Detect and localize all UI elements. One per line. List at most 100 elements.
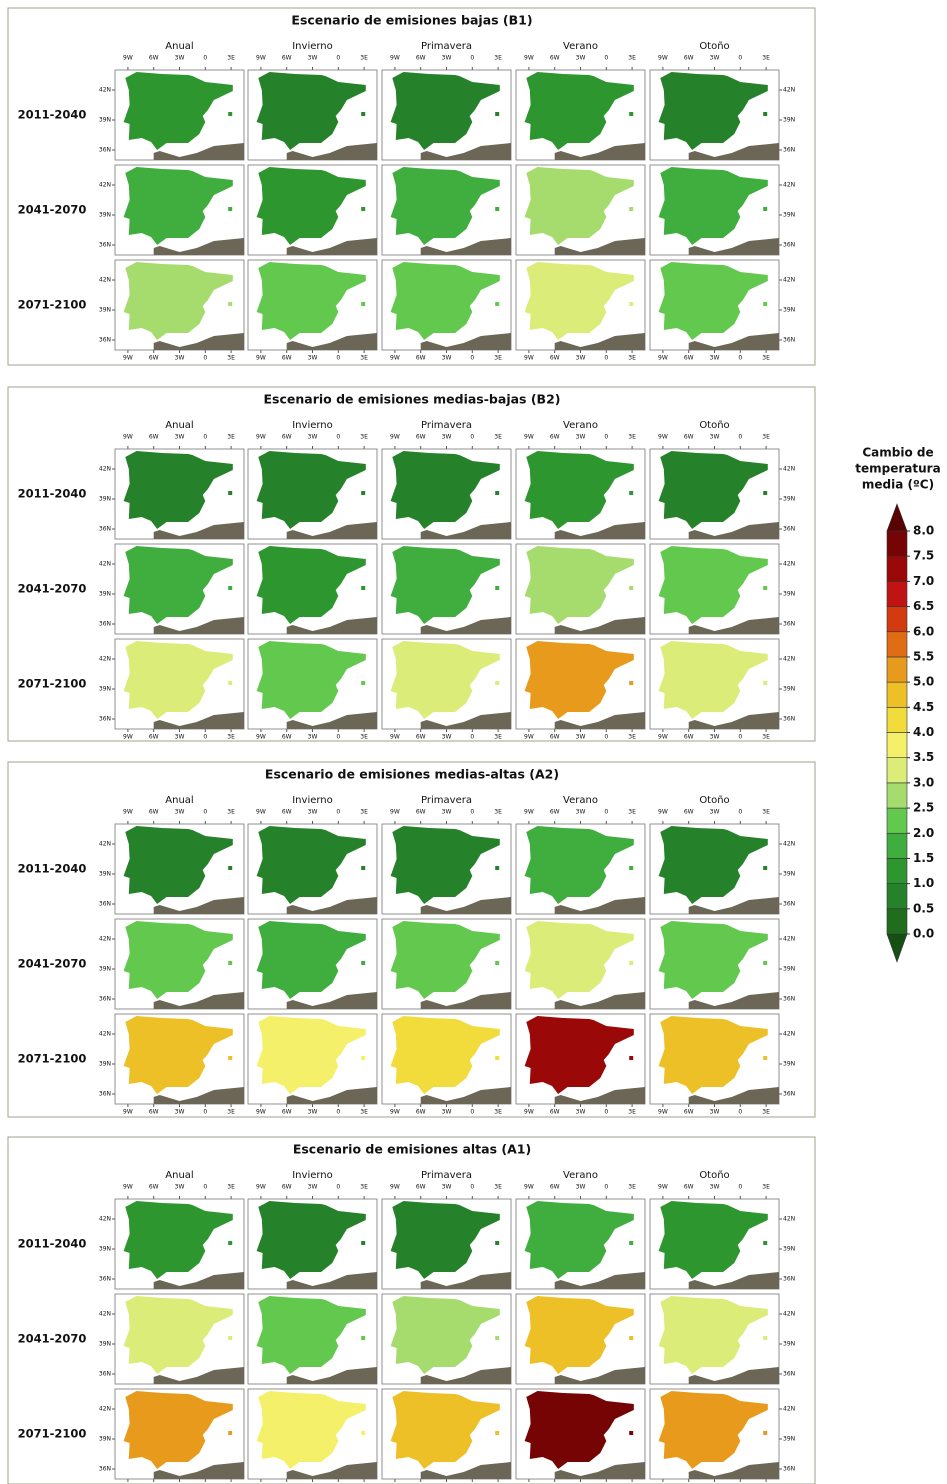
lon-tick-label: 0 bbox=[203, 434, 207, 441]
lat-tick-label: 39N bbox=[783, 496, 795, 503]
colorbar-label: 2.5 bbox=[913, 801, 934, 815]
lon-tick-label: 3E bbox=[628, 809, 636, 816]
period-label: 2041-2070 bbox=[18, 582, 87, 596]
lon-tick-label: 3W bbox=[175, 1109, 185, 1116]
lon-tick-label: 6W bbox=[416, 1184, 426, 1191]
colorbar-label: 6.0 bbox=[913, 624, 934, 638]
lon-tick-label: 3W bbox=[576, 55, 586, 62]
lat-tick-label: 36N bbox=[783, 1276, 795, 1283]
lat-tick-label: 42N bbox=[99, 656, 111, 663]
lon-tick-label: 9W bbox=[256, 434, 266, 441]
colorbar-band bbox=[887, 607, 907, 632]
lon-tick-label: 0 bbox=[336, 1184, 340, 1191]
lon-tick-label: 0 bbox=[203, 734, 207, 741]
lon-tick-label: 3E bbox=[494, 434, 502, 441]
lon-tick-label: 3E bbox=[494, 355, 502, 362]
balearic-map bbox=[495, 302, 499, 306]
balearic-map bbox=[361, 586, 365, 590]
lat-tick-label: 42N bbox=[783, 182, 795, 189]
lon-tick-label: 3E bbox=[762, 734, 770, 741]
balearic-map bbox=[763, 866, 767, 870]
lon-tick-label: 6W bbox=[149, 355, 159, 362]
lon-tick-label: 6W bbox=[550, 1184, 560, 1191]
balearic-map bbox=[361, 961, 365, 965]
lat-tick-label: 36N bbox=[783, 337, 795, 344]
lat-tick-label: 36N bbox=[99, 526, 111, 533]
lon-tick-label: 0 bbox=[470, 734, 474, 741]
lon-tick-label: 3E bbox=[227, 55, 235, 62]
lon-tick-label: 3E bbox=[494, 1109, 502, 1116]
balearic-map bbox=[629, 112, 633, 116]
lon-tick-label: 3W bbox=[576, 434, 586, 441]
period-label: 2071-2100 bbox=[18, 1427, 87, 1441]
lat-tick-label: 39N bbox=[99, 1246, 111, 1253]
lon-tick-label: 9W bbox=[123, 1184, 133, 1191]
lon-tick-label: 6W bbox=[684, 434, 694, 441]
lon-tick-label: 9W bbox=[658, 1109, 668, 1116]
lat-tick-label: 36N bbox=[783, 242, 795, 249]
lat-tick-label: 42N bbox=[99, 466, 111, 473]
lon-tick-label: 3E bbox=[360, 355, 368, 362]
lat-tick-label: 42N bbox=[99, 1406, 111, 1413]
balearic-map bbox=[361, 1336, 365, 1340]
lon-tick-label: 9W bbox=[524, 809, 534, 816]
lat-tick-label: 39N bbox=[99, 966, 111, 973]
balearic-map bbox=[495, 681, 499, 685]
lon-tick-label: 6W bbox=[416, 1109, 426, 1116]
lon-tick-label: 9W bbox=[658, 355, 668, 362]
panel-title: Escenario de emisiones medias-altas (A2) bbox=[265, 767, 559, 782]
balearic-map bbox=[495, 112, 499, 116]
lat-tick-label: 42N bbox=[99, 1311, 111, 1318]
lon-tick-label: 3E bbox=[494, 809, 502, 816]
lat-tick-label: 42N bbox=[783, 561, 795, 568]
lon-tick-label: 3E bbox=[360, 809, 368, 816]
lon-tick-label: 0 bbox=[203, 1184, 207, 1191]
lon-tick-label: 6W bbox=[684, 734, 694, 741]
balearic-map bbox=[228, 112, 232, 116]
lat-tick-label: 42N bbox=[783, 277, 795, 284]
lon-tick-label: 9W bbox=[123, 734, 133, 741]
balearic-map bbox=[763, 1241, 767, 1245]
season-label: Verano bbox=[563, 795, 598, 806]
lat-tick-label: 42N bbox=[99, 561, 111, 568]
lon-tick-label: 9W bbox=[256, 1184, 266, 1191]
season-label: Verano bbox=[563, 41, 598, 52]
balearic-map bbox=[495, 1056, 499, 1060]
lat-tick-label: 42N bbox=[783, 936, 795, 943]
colorbar-under bbox=[887, 934, 907, 962]
period-label: 2011-2040 bbox=[18, 862, 87, 876]
balearic-map bbox=[763, 586, 767, 590]
period-label: 2071-2100 bbox=[18, 1052, 87, 1066]
colorbar-band bbox=[887, 858, 907, 883]
lon-tick-label: 3E bbox=[360, 55, 368, 62]
balearic-map bbox=[228, 207, 232, 211]
lon-tick-label: 3E bbox=[227, 434, 235, 441]
colorbar-label: 5.5 bbox=[913, 649, 934, 663]
colorbar-band bbox=[887, 556, 907, 581]
lon-tick-label: 9W bbox=[256, 55, 266, 62]
lon-tick-label: 0 bbox=[336, 55, 340, 62]
lon-tick-label: 9W bbox=[390, 1109, 400, 1116]
lat-tick-label: 36N bbox=[99, 1371, 111, 1378]
lon-tick-label: 9W bbox=[524, 1109, 534, 1116]
lon-tick-label: 0 bbox=[470, 1109, 474, 1116]
lon-tick-label: 3E bbox=[227, 1109, 235, 1116]
lon-tick-label: 3W bbox=[710, 809, 720, 816]
balearic-map bbox=[228, 1056, 232, 1060]
lat-tick-label: 36N bbox=[99, 901, 111, 908]
lat-tick-label: 39N bbox=[783, 1061, 795, 1068]
lon-tick-label: 6W bbox=[684, 55, 694, 62]
balearic-map bbox=[495, 1241, 499, 1245]
balearic-map bbox=[629, 586, 633, 590]
lat-tick-label: 39N bbox=[99, 591, 111, 598]
lon-tick-label: 0 bbox=[604, 355, 608, 362]
lon-tick-label: 9W bbox=[256, 809, 266, 816]
lon-tick-label: 9W bbox=[658, 734, 668, 741]
lat-tick-label: 42N bbox=[783, 1216, 795, 1223]
lon-tick-label: 6W bbox=[149, 1184, 159, 1191]
lon-tick-label: 3E bbox=[762, 55, 770, 62]
lat-tick-label: 36N bbox=[99, 242, 111, 249]
lat-tick-label: 42N bbox=[99, 1216, 111, 1223]
balearic-map bbox=[763, 491, 767, 495]
lon-tick-label: 9W bbox=[256, 1109, 266, 1116]
